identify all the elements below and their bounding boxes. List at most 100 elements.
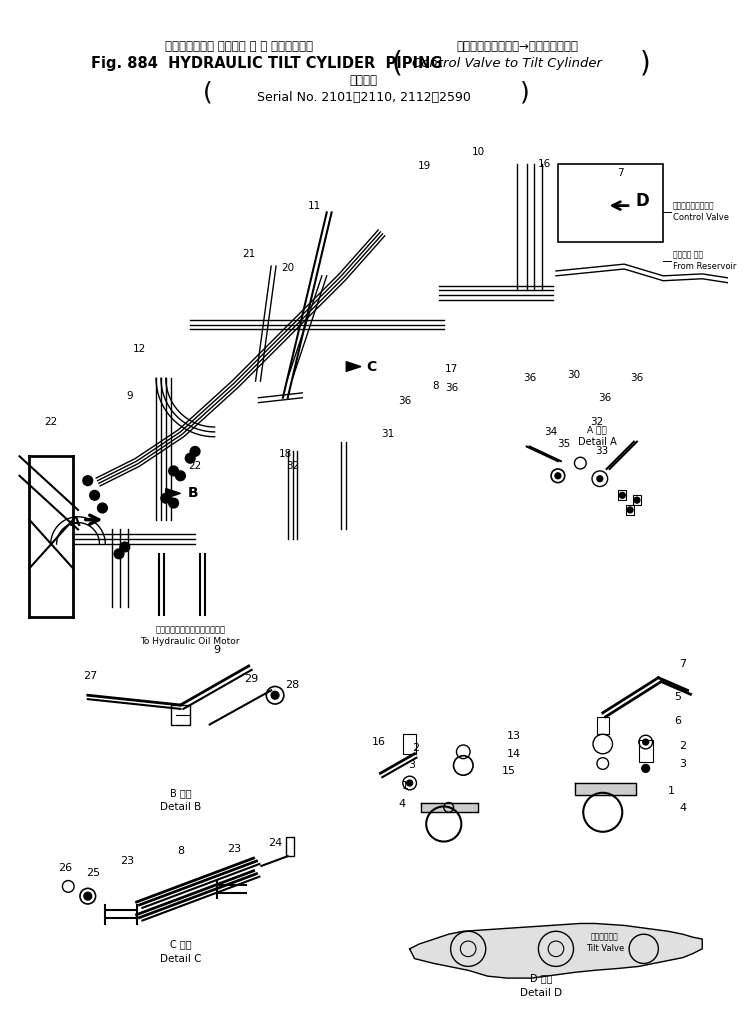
Text: ハイドロリック チルトシ リ ン ダバイピング: ハイドロリック チルトシ リ ン ダバイピング bbox=[165, 41, 313, 53]
Circle shape bbox=[83, 476, 93, 486]
Circle shape bbox=[169, 498, 178, 508]
Text: (: ( bbox=[392, 50, 402, 77]
Text: 23: 23 bbox=[227, 845, 241, 855]
Circle shape bbox=[271, 692, 279, 699]
Circle shape bbox=[120, 542, 130, 552]
Text: コントロールバルブ: コントロールバルブ bbox=[673, 201, 715, 210]
Text: 32: 32 bbox=[590, 417, 604, 427]
Bar bbox=[558, 163, 663, 241]
Circle shape bbox=[634, 497, 640, 503]
Text: 16: 16 bbox=[538, 158, 551, 168]
Bar bbox=[639, 740, 653, 762]
Text: D 詳細: D 詳細 bbox=[530, 973, 553, 984]
Text: To Hydraulic Oil Motor: To Hydraulic Oil Motor bbox=[140, 637, 240, 646]
Circle shape bbox=[175, 470, 185, 481]
Text: 29: 29 bbox=[245, 673, 259, 683]
Circle shape bbox=[627, 507, 633, 513]
Text: 36: 36 bbox=[523, 373, 536, 383]
Text: 36: 36 bbox=[398, 395, 411, 406]
Text: 11: 11 bbox=[307, 201, 321, 211]
Text: 22: 22 bbox=[189, 461, 201, 472]
Text: Tilt Valve: Tilt Valve bbox=[586, 944, 624, 953]
Text: 9: 9 bbox=[126, 390, 133, 401]
Text: 2: 2 bbox=[412, 743, 419, 753]
Text: Detail D: Detail D bbox=[520, 988, 562, 998]
Text: 8: 8 bbox=[433, 381, 439, 391]
Text: 8: 8 bbox=[177, 847, 184, 856]
Polygon shape bbox=[575, 783, 636, 795]
Text: 35: 35 bbox=[557, 439, 571, 448]
Text: 25: 25 bbox=[87, 868, 101, 878]
Circle shape bbox=[619, 493, 625, 498]
Bar bbox=[597, 717, 609, 734]
Text: 18: 18 bbox=[279, 449, 292, 459]
Text: C 詳細: C 詳細 bbox=[169, 939, 191, 949]
Text: 5: 5 bbox=[674, 693, 681, 702]
Text: 33: 33 bbox=[595, 446, 609, 456]
Text: 36: 36 bbox=[445, 383, 458, 393]
Text: A 詳細: A 詳細 bbox=[587, 426, 606, 434]
Text: 3: 3 bbox=[680, 758, 686, 769]
Text: 28: 28 bbox=[286, 680, 300, 691]
Bar bbox=[286, 837, 294, 856]
Text: リザーバ から: リザーバ から bbox=[673, 249, 703, 259]
Text: 1: 1 bbox=[668, 786, 674, 796]
Text: 2: 2 bbox=[679, 741, 686, 751]
Text: 27: 27 bbox=[84, 670, 98, 680]
Text: 21: 21 bbox=[242, 249, 255, 260]
Circle shape bbox=[98, 503, 107, 513]
Circle shape bbox=[642, 765, 650, 773]
Text: 7: 7 bbox=[679, 659, 686, 669]
Text: C: C bbox=[366, 360, 376, 373]
Bar bbox=[171, 705, 190, 724]
Polygon shape bbox=[421, 802, 478, 812]
Text: 30: 30 bbox=[567, 370, 580, 380]
Text: B 詳細: B 詳細 bbox=[169, 788, 191, 798]
Text: チルトバルブ: チルトバルブ bbox=[591, 933, 618, 942]
Bar bbox=[633, 495, 641, 505]
Text: 7: 7 bbox=[617, 168, 624, 178]
Circle shape bbox=[185, 453, 195, 463]
Text: 23: 23 bbox=[119, 856, 134, 866]
Circle shape bbox=[597, 476, 603, 482]
Text: 26: 26 bbox=[58, 863, 72, 873]
Text: Control Valve: Control Valve bbox=[673, 213, 729, 222]
Circle shape bbox=[190, 446, 200, 456]
Text: 24: 24 bbox=[268, 839, 282, 849]
Circle shape bbox=[90, 491, 99, 500]
Text: 3: 3 bbox=[408, 760, 415, 771]
Text: ハイドロリックオイルモータヘ: ハイドロリックオイルモータヘ bbox=[155, 626, 225, 635]
Text: 12: 12 bbox=[133, 344, 146, 354]
Circle shape bbox=[555, 473, 561, 479]
Text: Fig. 884  HYDRAULIC TILT CYLIDER  PIPING: Fig. 884 HYDRAULIC TILT CYLIDER PIPING bbox=[90, 56, 442, 71]
Circle shape bbox=[84, 892, 92, 900]
Polygon shape bbox=[346, 362, 361, 371]
Text: 22: 22 bbox=[44, 417, 57, 427]
Circle shape bbox=[407, 780, 413, 786]
Text: 16: 16 bbox=[372, 737, 386, 747]
Text: B: B bbox=[187, 487, 198, 500]
Text: 1: 1 bbox=[402, 781, 410, 791]
Text: A: A bbox=[69, 515, 81, 528]
Text: 17: 17 bbox=[445, 363, 458, 373]
Text: 36: 36 bbox=[598, 392, 611, 403]
Text: 4: 4 bbox=[679, 803, 686, 813]
Bar bbox=[403, 734, 416, 753]
Text: From Reservoir: From Reservoir bbox=[673, 262, 736, 271]
Text: 適用号機: 適用号機 bbox=[350, 74, 377, 87]
Text: 15: 15 bbox=[502, 767, 516, 777]
Text: ): ) bbox=[520, 80, 530, 104]
Text: Serial No. 2101～2110, 2112～2590: Serial No. 2101～2110, 2112～2590 bbox=[257, 91, 471, 103]
Text: 9: 9 bbox=[213, 645, 220, 655]
Text: ): ) bbox=[640, 50, 651, 77]
Text: 13: 13 bbox=[507, 731, 521, 741]
Text: 34: 34 bbox=[545, 427, 558, 437]
Text: 14: 14 bbox=[507, 748, 521, 758]
Text: 31: 31 bbox=[381, 429, 395, 439]
Polygon shape bbox=[410, 924, 702, 979]
Polygon shape bbox=[166, 489, 181, 498]
Circle shape bbox=[169, 466, 178, 476]
Text: 36: 36 bbox=[630, 373, 644, 383]
Circle shape bbox=[161, 494, 171, 503]
Text: Detail A: Detail A bbox=[577, 437, 616, 446]
